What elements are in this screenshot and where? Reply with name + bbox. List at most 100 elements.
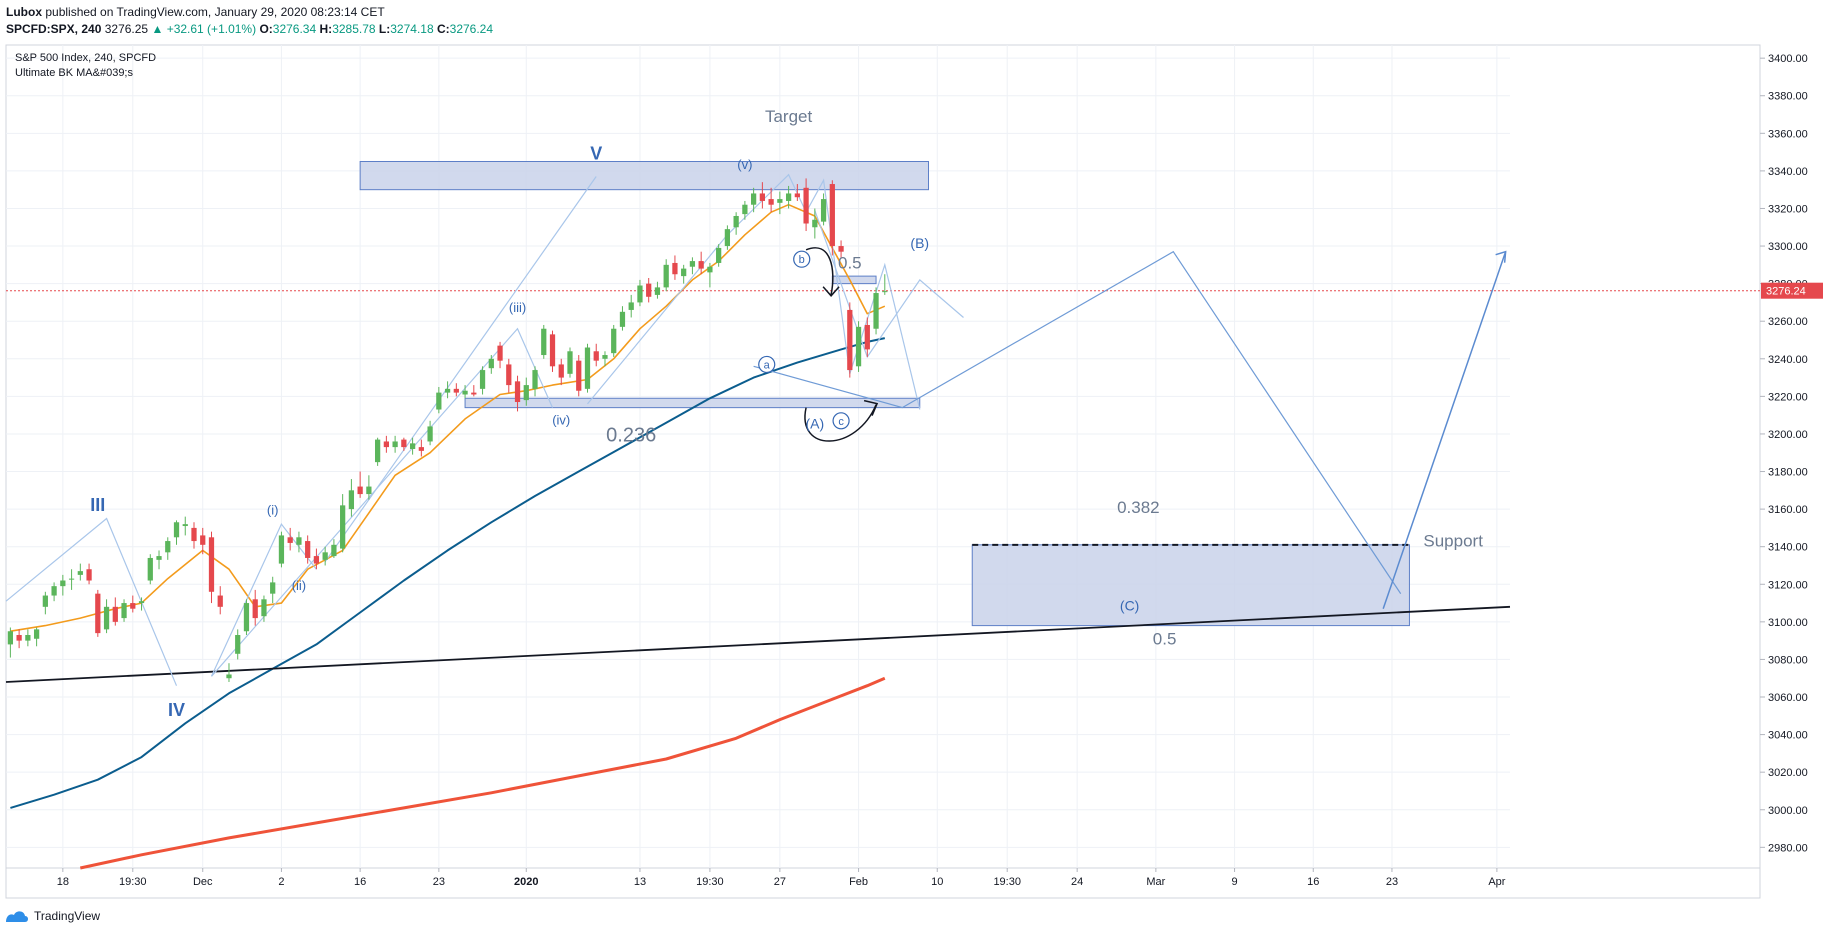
y-tick-label: 3200.00 <box>1768 429 1808 441</box>
annotation-label: (iv) <box>552 413 570 428</box>
price-axis[interactable]: 3400.00 3380.00 3360.00 3340.00 3320.00 3300.… <box>1760 53 1823 854</box>
candle-body <box>322 552 328 560</box>
y-tick-label: 3000.00 <box>1768 805 1808 817</box>
x-tick-label: Mar <box>1146 876 1165 888</box>
candle-body <box>698 261 704 269</box>
x-tick-label: Feb <box>849 876 868 888</box>
candle-body <box>86 569 92 581</box>
y-tick-label: 3360.00 <box>1768 128 1808 140</box>
candle-body <box>506 364 512 386</box>
candle-body <box>243 603 250 632</box>
circled-wave-marker <box>832 412 850 430</box>
candle-body <box>25 635 31 641</box>
indicator-lines <box>5 203 1760 870</box>
candle-body <box>646 283 652 297</box>
last-price: 3276.25 <box>104 22 149 36</box>
candle-body <box>261 599 267 617</box>
candle-body <box>479 370 486 389</box>
candle-body <box>803 187 809 224</box>
y-tick-label: 3220.00 <box>1768 391 1808 403</box>
x-tick-label: 19:30 <box>119 876 147 888</box>
candle-body <box>173 522 180 538</box>
candle-body <box>77 571 83 575</box>
candle-body <box>611 328 617 354</box>
candle-body <box>855 326 862 367</box>
wave-line <box>814 210 964 359</box>
x-tick-label: 9 <box>1231 876 1237 888</box>
price-zones <box>359 160 1410 627</box>
candle-body <box>95 593 101 634</box>
annotation-label: V <box>590 144 602 164</box>
x-tick-label: Dec <box>193 876 213 888</box>
annotation-label: IV <box>168 700 185 720</box>
candle-body <box>584 347 591 389</box>
y-tick-label: 3260.00 <box>1768 316 1808 328</box>
candle-body <box>707 266 713 273</box>
candle-body <box>453 388 459 393</box>
x-tick-label: Apr <box>1488 876 1505 888</box>
annotation-label: (B) <box>910 235 929 251</box>
x-tick-label: 24 <box>1071 876 1083 888</box>
candle-body <box>759 193 765 201</box>
series-line-ma_slow <box>79 676 886 870</box>
circled-wave-label: a <box>764 359 771 371</box>
annotation-label: (iii) <box>509 300 526 315</box>
candle-body <box>33 629 40 639</box>
candle-body <box>593 351 599 361</box>
candle-body <box>235 635 241 654</box>
candle-body <box>348 490 355 510</box>
time-axis[interactable]: 18 19:30 Dec 2 16 23 2020 13 19:30 27 Feb 10 19:30 24… <box>57 868 1506 888</box>
candle-body <box>305 541 311 558</box>
y-tick-label: 3120.00 <box>1768 579 1808 591</box>
candle-body <box>471 392 477 395</box>
annotation-label: (i) <box>267 503 279 518</box>
price-zone <box>971 544 1410 627</box>
author[interactable]: Lubox <box>6 5 42 19</box>
annotation-label: (A) <box>806 415 825 431</box>
annotation-label: (ii) <box>292 578 306 593</box>
y-tick-label: 3060.00 <box>1768 692 1808 704</box>
legend-indicator: Ultimate BK MA&#039;s <box>15 67 133 79</box>
footer: TradingView <box>4 904 100 928</box>
candle-body <box>68 578 75 580</box>
y-tick-label: 3020.00 <box>1768 767 1808 779</box>
symbol: SPCFD:SPX, 240 <box>6 22 102 36</box>
candle-body <box>724 229 731 247</box>
x-tick-label: 2020 <box>514 876 538 888</box>
circled-wave-marker <box>758 355 776 374</box>
annotation-label: 0.5 <box>1153 629 1177 648</box>
annotation-label: 0.5 <box>838 254 862 273</box>
candle-body <box>270 582 276 594</box>
candle-body <box>444 388 451 393</box>
candle-body <box>733 215 739 228</box>
legend-title: S&P 500 Index, 240, SPCFD <box>15 52 156 64</box>
x-tick-label: 16 <box>354 876 366 888</box>
candle-body <box>672 262 678 275</box>
candle-body <box>751 193 757 205</box>
close-value: 3276.24 <box>449 22 494 36</box>
low-label: L: <box>378 22 391 36</box>
candle-body <box>567 351 573 374</box>
candle-body <box>549 334 556 367</box>
close-label: C: <box>436 22 450 36</box>
brand-label[interactable]: TradingView <box>34 909 101 923</box>
x-tick-label: 2 <box>278 876 284 888</box>
y-tick-label: 3320.00 <box>1768 203 1808 215</box>
candle-body <box>60 580 66 587</box>
candle-body <box>287 537 293 543</box>
candle-body <box>313 556 320 564</box>
high-value: 3285.78 <box>332 22 376 36</box>
low-value: 3274.18 <box>390 22 434 36</box>
x-tick-label: 13 <box>634 876 646 888</box>
candle-body <box>331 544 337 557</box>
candle-body <box>497 345 503 361</box>
candle-body <box>103 606 110 630</box>
annotation-label: Target <box>765 107 813 126</box>
candle-body <box>689 261 696 267</box>
candle-body <box>383 441 389 448</box>
candle-body <box>681 268 687 277</box>
candle-body <box>541 328 547 356</box>
candle-body <box>436 392 442 410</box>
candle-body <box>864 324 870 350</box>
